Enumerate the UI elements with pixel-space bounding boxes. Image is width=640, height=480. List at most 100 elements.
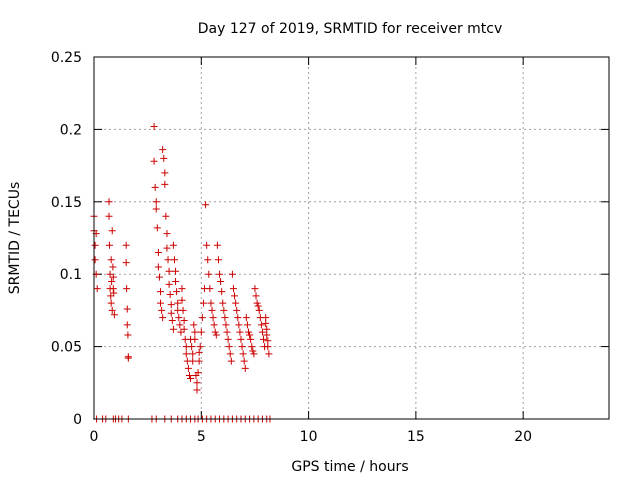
data-point (205, 270, 213, 278)
data-point (91, 256, 99, 264)
data-point (91, 241, 99, 249)
y-axis-label: SRMTID / TECUs (7, 182, 23, 295)
data-point (150, 157, 158, 165)
data-point (227, 357, 235, 365)
data-point (193, 386, 201, 394)
data-point (232, 299, 240, 307)
data-point (170, 256, 178, 264)
data-point (223, 328, 231, 336)
data-point (124, 331, 132, 339)
data-point (161, 169, 169, 177)
data-point (216, 270, 224, 278)
data-point (251, 285, 259, 293)
data-point (160, 154, 168, 162)
data-point (110, 311, 118, 319)
data-point (188, 343, 196, 351)
data-point (226, 350, 234, 358)
data-point (187, 374, 195, 382)
data-point (150, 123, 158, 131)
data-point (165, 267, 173, 275)
data-point (122, 241, 130, 249)
plot-frame (93, 56, 610, 420)
data-point (255, 306, 263, 314)
data-point (176, 321, 184, 329)
x-tick-label: 5 (197, 429, 206, 445)
data-point (180, 325, 188, 333)
data-point (184, 364, 192, 372)
data-point (195, 348, 203, 356)
data-point (225, 343, 233, 351)
data-point (229, 285, 237, 293)
data-point (257, 321, 265, 329)
grid-lines (94, 57, 609, 419)
data-point (105, 241, 113, 249)
x-tick-label: 15 (407, 429, 425, 445)
data-point (235, 321, 243, 329)
data-point (122, 259, 130, 267)
data-point (245, 328, 252, 336)
data-point (194, 369, 202, 377)
data-point (250, 350, 258, 358)
x-tick-label: 0 (90, 429, 99, 445)
data-point (152, 198, 160, 206)
data-point (252, 292, 260, 300)
data-point (246, 331, 254, 339)
data-point (197, 328, 205, 336)
data-point (263, 331, 271, 339)
data-point (175, 314, 183, 322)
data-point (189, 350, 197, 358)
data-point (203, 241, 211, 249)
data-point (172, 267, 180, 275)
data-point (165, 280, 173, 288)
data-point (243, 321, 251, 329)
data-point (178, 296, 186, 304)
data-point (182, 350, 190, 358)
y-tick-label: 0.15 (51, 195, 82, 211)
data-point (162, 212, 170, 220)
data-point (190, 321, 198, 329)
data-point (163, 244, 171, 252)
data-point (260, 335, 268, 343)
data-point (206, 285, 214, 293)
data-point (189, 357, 197, 365)
data-point (222, 321, 230, 329)
data-point (241, 364, 249, 372)
data-point (152, 205, 160, 213)
data-point (262, 319, 270, 327)
data-point (211, 328, 219, 336)
data-point (151, 183, 159, 191)
data-point (185, 372, 193, 380)
data-point (179, 306, 187, 314)
data-point (108, 306, 116, 314)
data-point (196, 343, 204, 351)
data-point (264, 343, 272, 351)
data-point (219, 299, 227, 307)
data-point (167, 309, 175, 317)
data-point (167, 301, 175, 309)
data-point (191, 335, 199, 343)
data-point (228, 270, 236, 278)
data-point (204, 256, 212, 264)
data-point (237, 335, 245, 343)
data-point (207, 299, 215, 307)
data-point (214, 256, 222, 264)
data-point (193, 379, 201, 387)
data-point (210, 321, 218, 329)
data-point (265, 350, 273, 358)
data-point (178, 285, 186, 293)
data-point (123, 305, 131, 313)
data-point (239, 350, 247, 358)
data-point (254, 302, 262, 310)
data-point (163, 230, 171, 238)
data-point (169, 325, 177, 333)
data-point (212, 331, 220, 339)
data-point (202, 201, 210, 209)
data-point (247, 335, 255, 343)
data-point (249, 347, 257, 355)
data-point (157, 288, 165, 296)
y-tick-label: 0.2 (60, 122, 82, 138)
data-point (168, 317, 176, 325)
data-points (90, 123, 274, 423)
data-point (198, 314, 206, 322)
